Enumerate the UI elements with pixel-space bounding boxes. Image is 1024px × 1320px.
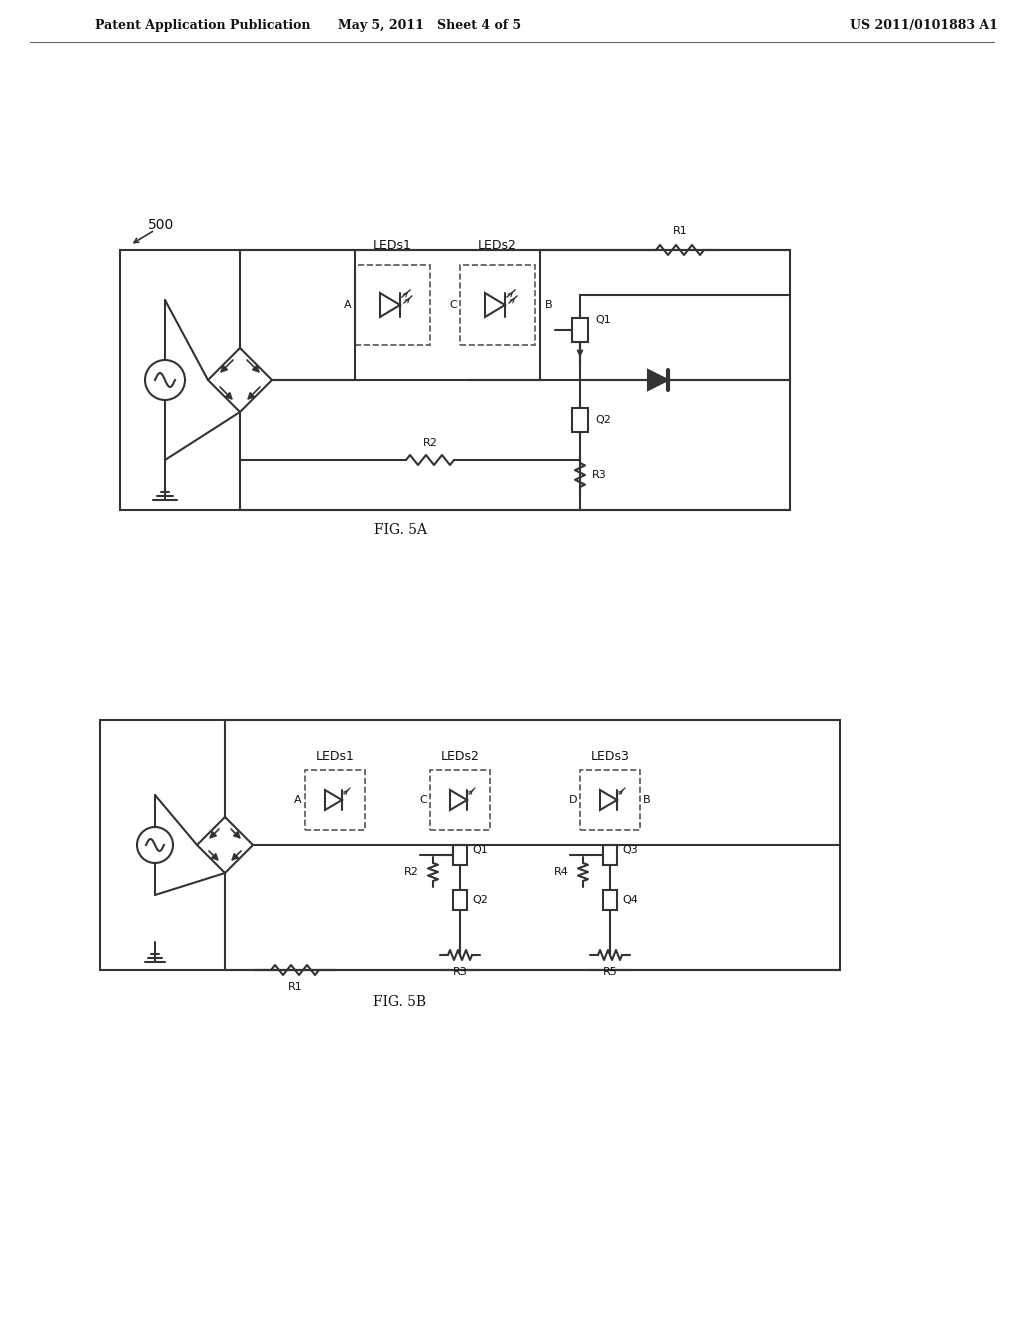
Bar [603, 845, 617, 865]
Text: R4: R4 [554, 867, 569, 876]
Text: 500: 500 [148, 218, 174, 232]
Text: Q4: Q4 [622, 895, 638, 906]
Text: A: A [344, 300, 352, 310]
Text: D: D [568, 795, 577, 805]
Text: A: A [294, 795, 302, 805]
Text: FIG. 5A: FIG. 5A [374, 523, 427, 537]
Bar [120, 249, 790, 510]
Text: Q2: Q2 [472, 895, 487, 906]
Bar [453, 845, 467, 865]
Bar [100, 719, 840, 970]
Bar [430, 770, 490, 830]
Text: LEDs2: LEDs2 [440, 750, 479, 763]
Text: Q2: Q2 [595, 414, 611, 425]
Text: Q1: Q1 [472, 845, 487, 855]
Text: R2: R2 [423, 438, 437, 447]
Text: R1: R1 [673, 226, 687, 236]
Text: US 2011/0101883 A1: US 2011/0101883 A1 [850, 18, 997, 32]
Text: LEDs1: LEDs1 [315, 750, 354, 763]
Text: Q3: Q3 [622, 845, 638, 855]
Bar [305, 770, 365, 830]
Text: C: C [419, 795, 427, 805]
Bar [453, 890, 467, 909]
Text: R1: R1 [288, 982, 302, 993]
Text: FIG. 5B: FIG. 5B [374, 995, 427, 1008]
Text: C: C [450, 300, 457, 310]
Bar [355, 265, 430, 345]
Text: R2: R2 [404, 867, 419, 876]
Bar [460, 265, 535, 345]
Text: B: B [545, 300, 553, 310]
Bar [572, 408, 588, 432]
Bar [603, 890, 617, 909]
Circle shape [145, 360, 185, 400]
Circle shape [137, 828, 173, 863]
Text: LEDs3: LEDs3 [591, 750, 630, 763]
Bar [572, 318, 588, 342]
Text: Q1: Q1 [595, 315, 610, 325]
Text: LEDs2: LEDs2 [477, 239, 516, 252]
Text: B: B [643, 795, 650, 805]
Polygon shape [648, 370, 668, 389]
Text: R5: R5 [603, 968, 617, 977]
Bar [580, 770, 640, 830]
Text: Patent Application Publication: Patent Application Publication [95, 18, 310, 32]
Text: LEDs1: LEDs1 [373, 239, 412, 252]
Text: R3: R3 [592, 470, 607, 480]
Text: May 5, 2011   Sheet 4 of 5: May 5, 2011 Sheet 4 of 5 [339, 18, 521, 32]
Text: R3: R3 [453, 968, 467, 977]
